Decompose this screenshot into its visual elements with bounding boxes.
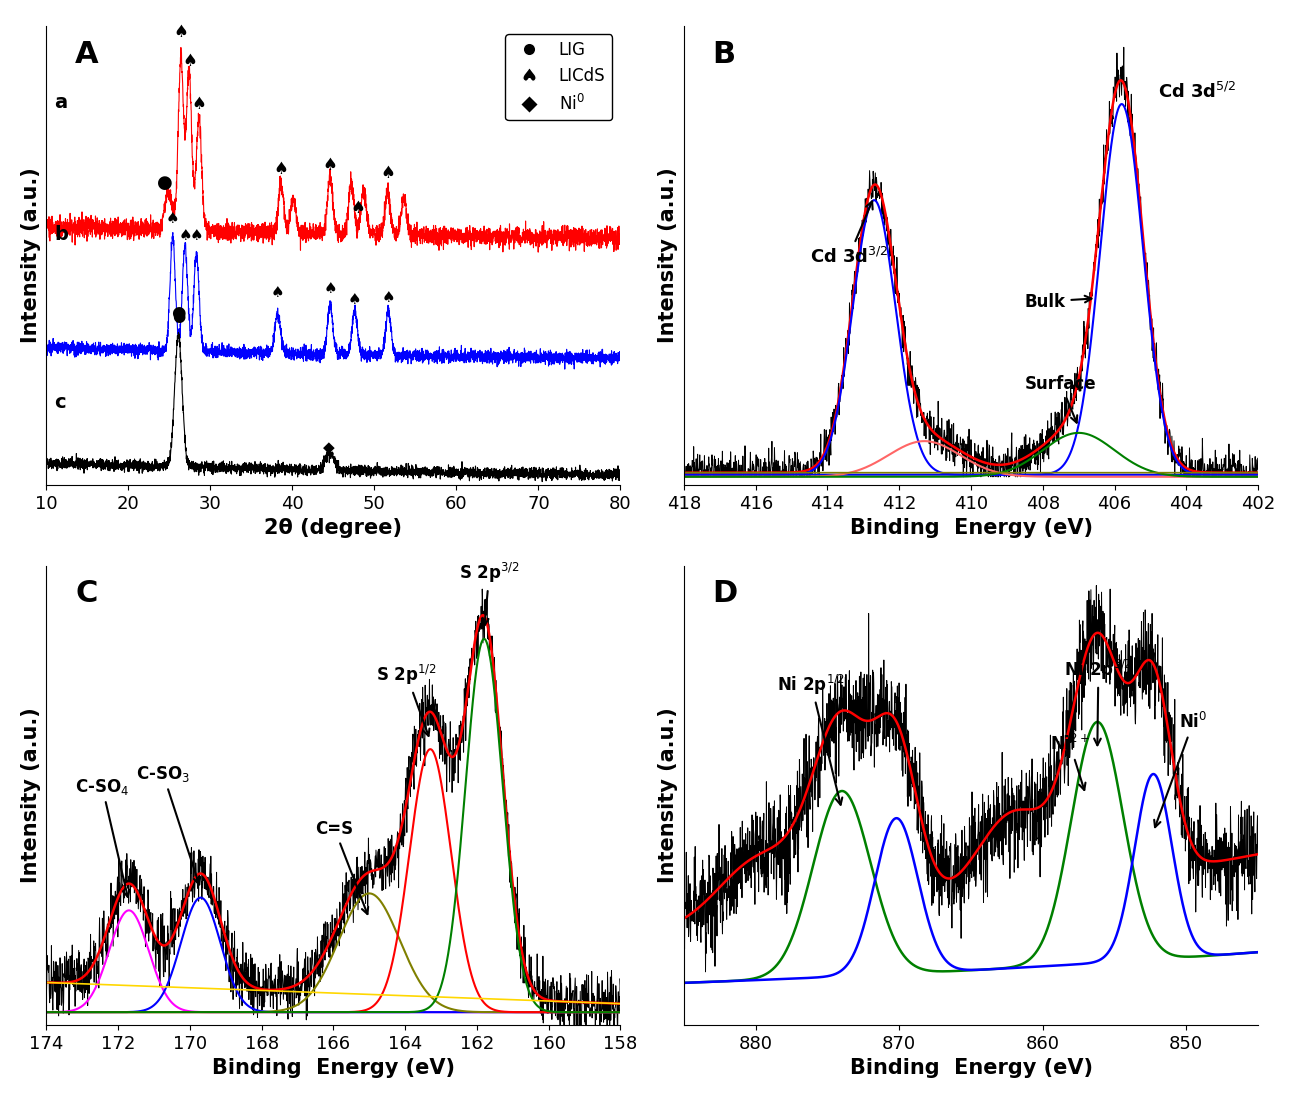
Text: ♠: ♠ [380, 164, 395, 182]
Text: Ni 2p$^{3/2}$: Ni 2p$^{3/2}$ [1064, 658, 1133, 745]
Text: Ni$^{2+}$: Ni$^{2+}$ [1050, 734, 1090, 790]
Text: ●: ● [157, 174, 174, 192]
Text: S 2p$^{1/2}$: S 2p$^{1/2}$ [376, 663, 437, 736]
X-axis label: Binding  Energy (eV): Binding Energy (eV) [849, 1058, 1093, 1078]
Text: c: c [54, 393, 66, 412]
Text: b: b [54, 224, 69, 244]
Text: ♠: ♠ [347, 292, 362, 308]
Text: Surface: Surface [1025, 375, 1096, 423]
Text: ♠: ♠ [192, 96, 206, 113]
Text: C=S: C=S [315, 820, 368, 914]
Text: a: a [54, 93, 67, 112]
Text: ♠: ♠ [273, 159, 289, 178]
Y-axis label: Intensity (a.u.): Intensity (a.u.) [21, 708, 41, 884]
Text: B: B [713, 40, 736, 68]
Legend: LIG, LICdS, Ni$^0$: LIG, LICdS, Ni$^0$ [505, 34, 612, 120]
Text: C-SO$_3$: C-SO$_3$ [136, 764, 200, 885]
Text: S 2p$^{3/2}$: S 2p$^{3/2}$ [459, 562, 520, 625]
Text: Cd 3d$^{5/2}$: Cd 3d$^{5/2}$ [1157, 81, 1236, 102]
Text: ♠: ♠ [323, 281, 337, 296]
Y-axis label: Intensity (a.u.): Intensity (a.u.) [21, 167, 41, 343]
Text: ●: ● [171, 303, 185, 322]
Text: C: C [75, 579, 97, 609]
Text: ♠: ♠ [166, 211, 180, 225]
Text: Bulk: Bulk [1025, 292, 1091, 311]
Text: Ni$^{0}$: Ni$^{0}$ [1155, 712, 1208, 828]
Text: Ni 2p$^{1/2}$: Ni 2p$^{1/2}$ [778, 673, 845, 804]
Text: ♠: ♠ [174, 23, 188, 41]
Text: ◆: ◆ [324, 440, 336, 455]
Text: Cd 3d$^{3/2}$: Cd 3d$^{3/2}$ [810, 201, 888, 267]
Y-axis label: Intensity (a.u.): Intensity (a.u.) [658, 708, 678, 884]
X-axis label: Binding  Energy (eV): Binding Energy (eV) [849, 519, 1093, 539]
Text: ♠: ♠ [323, 156, 337, 174]
Text: ♠: ♠ [179, 227, 193, 243]
Text: D: D [713, 579, 737, 609]
Text: ●: ● [172, 310, 185, 324]
Text: ♠: ♠ [271, 285, 284, 300]
Y-axis label: Intensity (a.u.): Intensity (a.u.) [658, 167, 678, 343]
Text: ♠: ♠ [189, 229, 203, 244]
Text: ♠: ♠ [381, 290, 395, 304]
Text: C-SO$_4$: C-SO$_4$ [75, 777, 130, 897]
X-axis label: 2θ (degree): 2θ (degree) [264, 519, 403, 539]
X-axis label: Binding  Energy (eV): Binding Energy (eV) [213, 1058, 455, 1078]
Text: ♠: ♠ [183, 52, 197, 69]
Text: A: A [75, 40, 98, 68]
Text: ♠: ♠ [351, 199, 365, 217]
